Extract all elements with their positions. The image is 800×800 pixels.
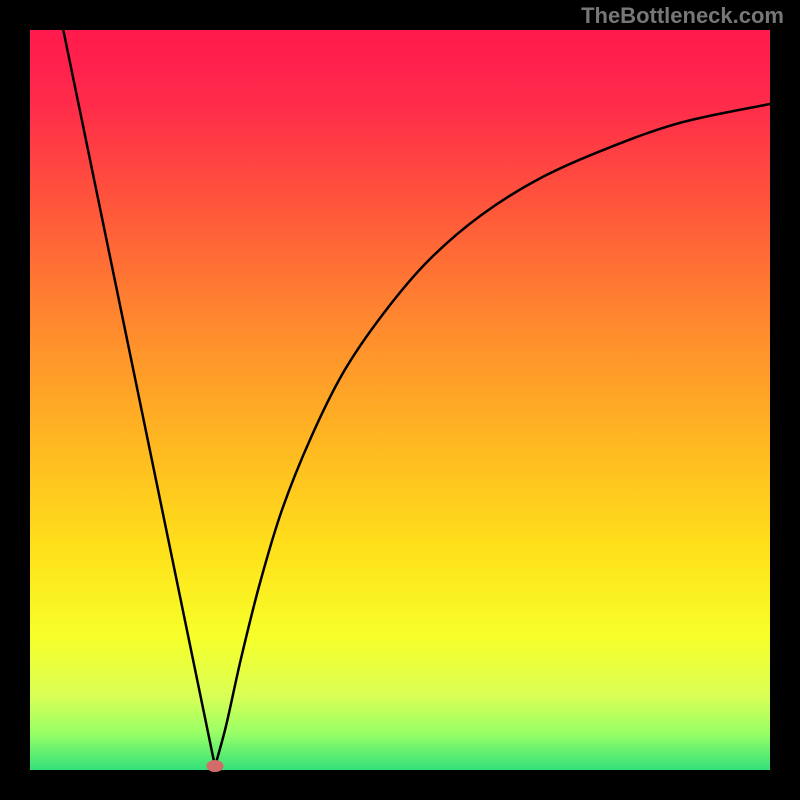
chart-container: TheBottleneck.com <box>0 0 800 800</box>
watermark-text: TheBottleneck.com <box>581 3 784 29</box>
bottleneck-curve <box>0 0 800 800</box>
optimum-marker <box>207 760 224 772</box>
